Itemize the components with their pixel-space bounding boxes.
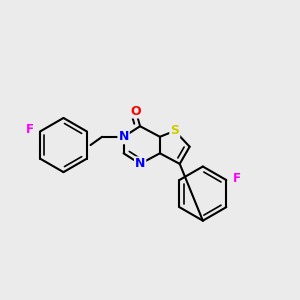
Text: F: F (26, 123, 34, 136)
Text: N: N (135, 158, 145, 170)
Text: F: F (233, 172, 241, 185)
Text: S: S (170, 124, 179, 137)
Text: O: O (130, 104, 141, 118)
Text: N: N (118, 130, 129, 143)
